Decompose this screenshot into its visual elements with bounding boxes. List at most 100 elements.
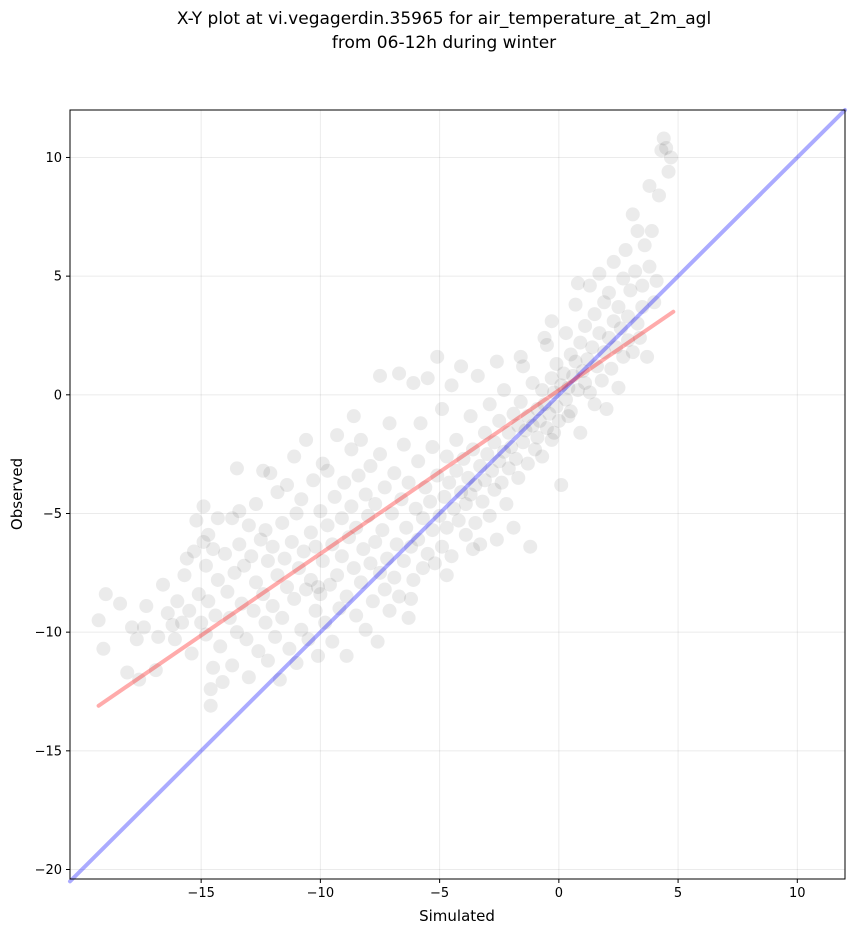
data-point: [418, 480, 433, 495]
data-point: [249, 575, 263, 590]
x-tick-label: 5: [674, 886, 682, 901]
data-point: [287, 449, 302, 464]
data-point: [189, 513, 204, 528]
data-point: [313, 587, 328, 602]
data-point: [525, 375, 540, 390]
points-layer: [91, 131, 678, 713]
data-point: [232, 537, 247, 552]
data-point: [520, 409, 535, 424]
data-point: [435, 402, 449, 417]
data-point: [361, 508, 376, 523]
data-point: [489, 532, 504, 547]
data-point: [544, 432, 559, 447]
data-point: [587, 307, 602, 322]
data-point: [113, 596, 128, 611]
data-point: [523, 539, 538, 554]
data-point: [549, 356, 564, 371]
data-point: [148, 663, 163, 678]
data-point: [353, 432, 368, 447]
data-point: [289, 506, 304, 521]
data-point: [220, 584, 235, 599]
data-point: [358, 622, 373, 637]
data-point: [504, 440, 519, 455]
data-point: [384, 506, 399, 521]
data-point: [322, 577, 337, 592]
data-point: [444, 549, 459, 564]
data-point: [494, 475, 509, 490]
data-point: [611, 380, 626, 395]
data-point: [437, 489, 452, 504]
data-point: [387, 466, 402, 481]
data-point: [468, 515, 483, 530]
data-point: [203, 682, 218, 697]
data-point: [334, 511, 349, 526]
data-point: [477, 425, 492, 440]
data-point: [556, 366, 571, 381]
data-point: [356, 542, 371, 557]
data-point: [396, 437, 411, 452]
data-point: [187, 544, 201, 559]
data-point: [346, 561, 361, 576]
data-point: [578, 375, 593, 390]
data-point: [177, 568, 192, 583]
data-point: [229, 625, 244, 640]
data-point: [268, 629, 283, 644]
data-point: [239, 632, 254, 647]
y-tick-label: 5: [54, 270, 62, 285]
data-point: [280, 580, 294, 595]
data-point: [234, 596, 249, 611]
data-point: [506, 406, 521, 421]
data-point: [399, 520, 414, 535]
data-point: [630, 224, 645, 239]
data-point: [590, 359, 604, 374]
data-point: [623, 283, 638, 298]
data-point: [454, 485, 469, 500]
data-point: [349, 520, 364, 535]
x-tick-label: 0: [555, 886, 563, 901]
data-point: [318, 615, 333, 630]
data-point: [663, 150, 678, 165]
data-point: [351, 468, 366, 483]
data-point: [601, 330, 616, 345]
data-point: [346, 409, 361, 424]
data-point: [201, 594, 216, 609]
data-point: [339, 648, 354, 663]
chart-title-line-2: from 06-12h during winter: [332, 33, 556, 53]
data-point: [332, 601, 347, 616]
data-point: [184, 646, 199, 661]
data-point: [315, 456, 330, 471]
data-point: [191, 587, 206, 602]
data-point: [406, 375, 421, 390]
data-point: [656, 131, 671, 146]
data-point: [275, 610, 290, 625]
data-point: [499, 496, 514, 511]
data-point: [625, 207, 640, 222]
data-point: [501, 425, 516, 440]
data-point: [597, 345, 612, 360]
data-point: [392, 589, 407, 604]
data-point: [430, 468, 445, 483]
y-tick-label: 0: [54, 388, 62, 403]
plot-frame: [69, 109, 846, 880]
fit-line: [96, 309, 676, 708]
data-point: [485, 463, 500, 478]
data-point: [182, 603, 197, 618]
x-tick-label: −15: [187, 886, 214, 901]
data-point: [380, 551, 395, 566]
data-point: [387, 570, 402, 585]
data-point: [580, 352, 595, 367]
data-point: [129, 632, 144, 647]
data-point: [125, 620, 139, 635]
data-point: [535, 383, 550, 398]
data-point: [439, 568, 454, 583]
data-point: [430, 349, 445, 364]
data-point: [420, 546, 435, 561]
data-point: [599, 402, 614, 417]
data-point: [537, 397, 552, 412]
data-point: [167, 632, 182, 647]
data-point: [132, 672, 147, 687]
data-point: [582, 278, 597, 293]
data-point: [222, 610, 237, 625]
data-point: [628, 264, 643, 279]
data-point: [568, 354, 583, 369]
